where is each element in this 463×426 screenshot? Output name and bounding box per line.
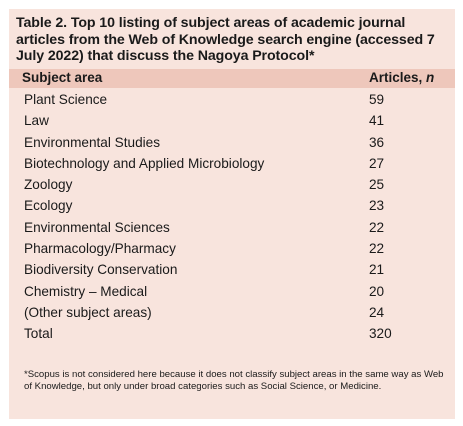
articles-cell: 59 <box>369 92 385 107</box>
articles-cell: 320 <box>369 326 392 342</box>
header-articles-label: Articles, <box>369 70 427 85</box>
table-body: Plant Science 59 Law 41 Environmental St… <box>9 89 455 345</box>
subject-cell: Total <box>24 326 53 342</box>
subject-cell: Environmental Studies <box>24 134 161 150</box>
subject-cell: (Other subject areas) <box>24 304 152 320</box>
table-caption: Table 2. Top 10 listing of subject areas… <box>16 15 435 64</box>
table-footnote: *Scopus is not considered here because i… <box>24 369 444 392</box>
subject-cell: Law <box>24 113 49 129</box>
table-row: Environmental Sciences 22 <box>9 217 455 238</box>
articles-cell: 27 <box>369 155 385 171</box>
subject-cell: Ecology <box>24 198 73 214</box>
table-row: Environmental Studies 36 <box>9 132 455 153</box>
table-row: Zoology 25 <box>9 174 455 195</box>
subject-cell: Pharmacology/Pharmacy <box>24 241 176 257</box>
header-articles: Articles, n <box>369 70 434 86</box>
subject-cell: Environmental Sciences <box>24 219 170 235</box>
articles-cell: 24 <box>369 304 385 320</box>
table-row: Law 41 <box>9 110 455 131</box>
subject-cell: Biotechnology and Applied Microbiology <box>24 155 265 171</box>
articles-cell: 41 <box>369 113 385 129</box>
subject-cell: Plant Science <box>24 92 108 107</box>
subject-cell: Chemistry – Medical <box>24 283 148 299</box>
table-row: Biotechnology and Applied Microbiology 2… <box>9 153 455 174</box>
articles-cell: 20 <box>369 283 385 299</box>
table-row: Plant Science 59 <box>9 89 455 110</box>
table-row: Chemistry – Medical 20 <box>9 281 455 302</box>
articles-cell: 21 <box>369 262 385 278</box>
table-row: Biodiversity Conservation 21 <box>9 259 455 280</box>
subject-cell: Zoology <box>24 177 73 193</box>
articles-cell: 36 <box>369 134 385 150</box>
table-header-row: Subject area Articles, n <box>9 69 455 88</box>
articles-cell: 25 <box>369 177 385 193</box>
table-total-row: Total 320 <box>9 323 455 344</box>
subject-cell: Biodiversity Conservation <box>24 262 178 278</box>
table-container: Table 2. Top 10 listing of subject areas… <box>9 9 455 419</box>
articles-cell: 22 <box>369 241 385 257</box>
table-row: Pharmacology/Pharmacy 22 <box>9 238 455 259</box>
table-row: (Other subject areas) 24 <box>9 302 455 323</box>
table-row: Ecology 23 <box>9 195 455 216</box>
header-subject-area: Subject area <box>22 70 103 85</box>
articles-cell: 23 <box>369 198 385 214</box>
header-articles-unit: n <box>426 70 435 85</box>
articles-cell: 22 <box>369 219 385 235</box>
